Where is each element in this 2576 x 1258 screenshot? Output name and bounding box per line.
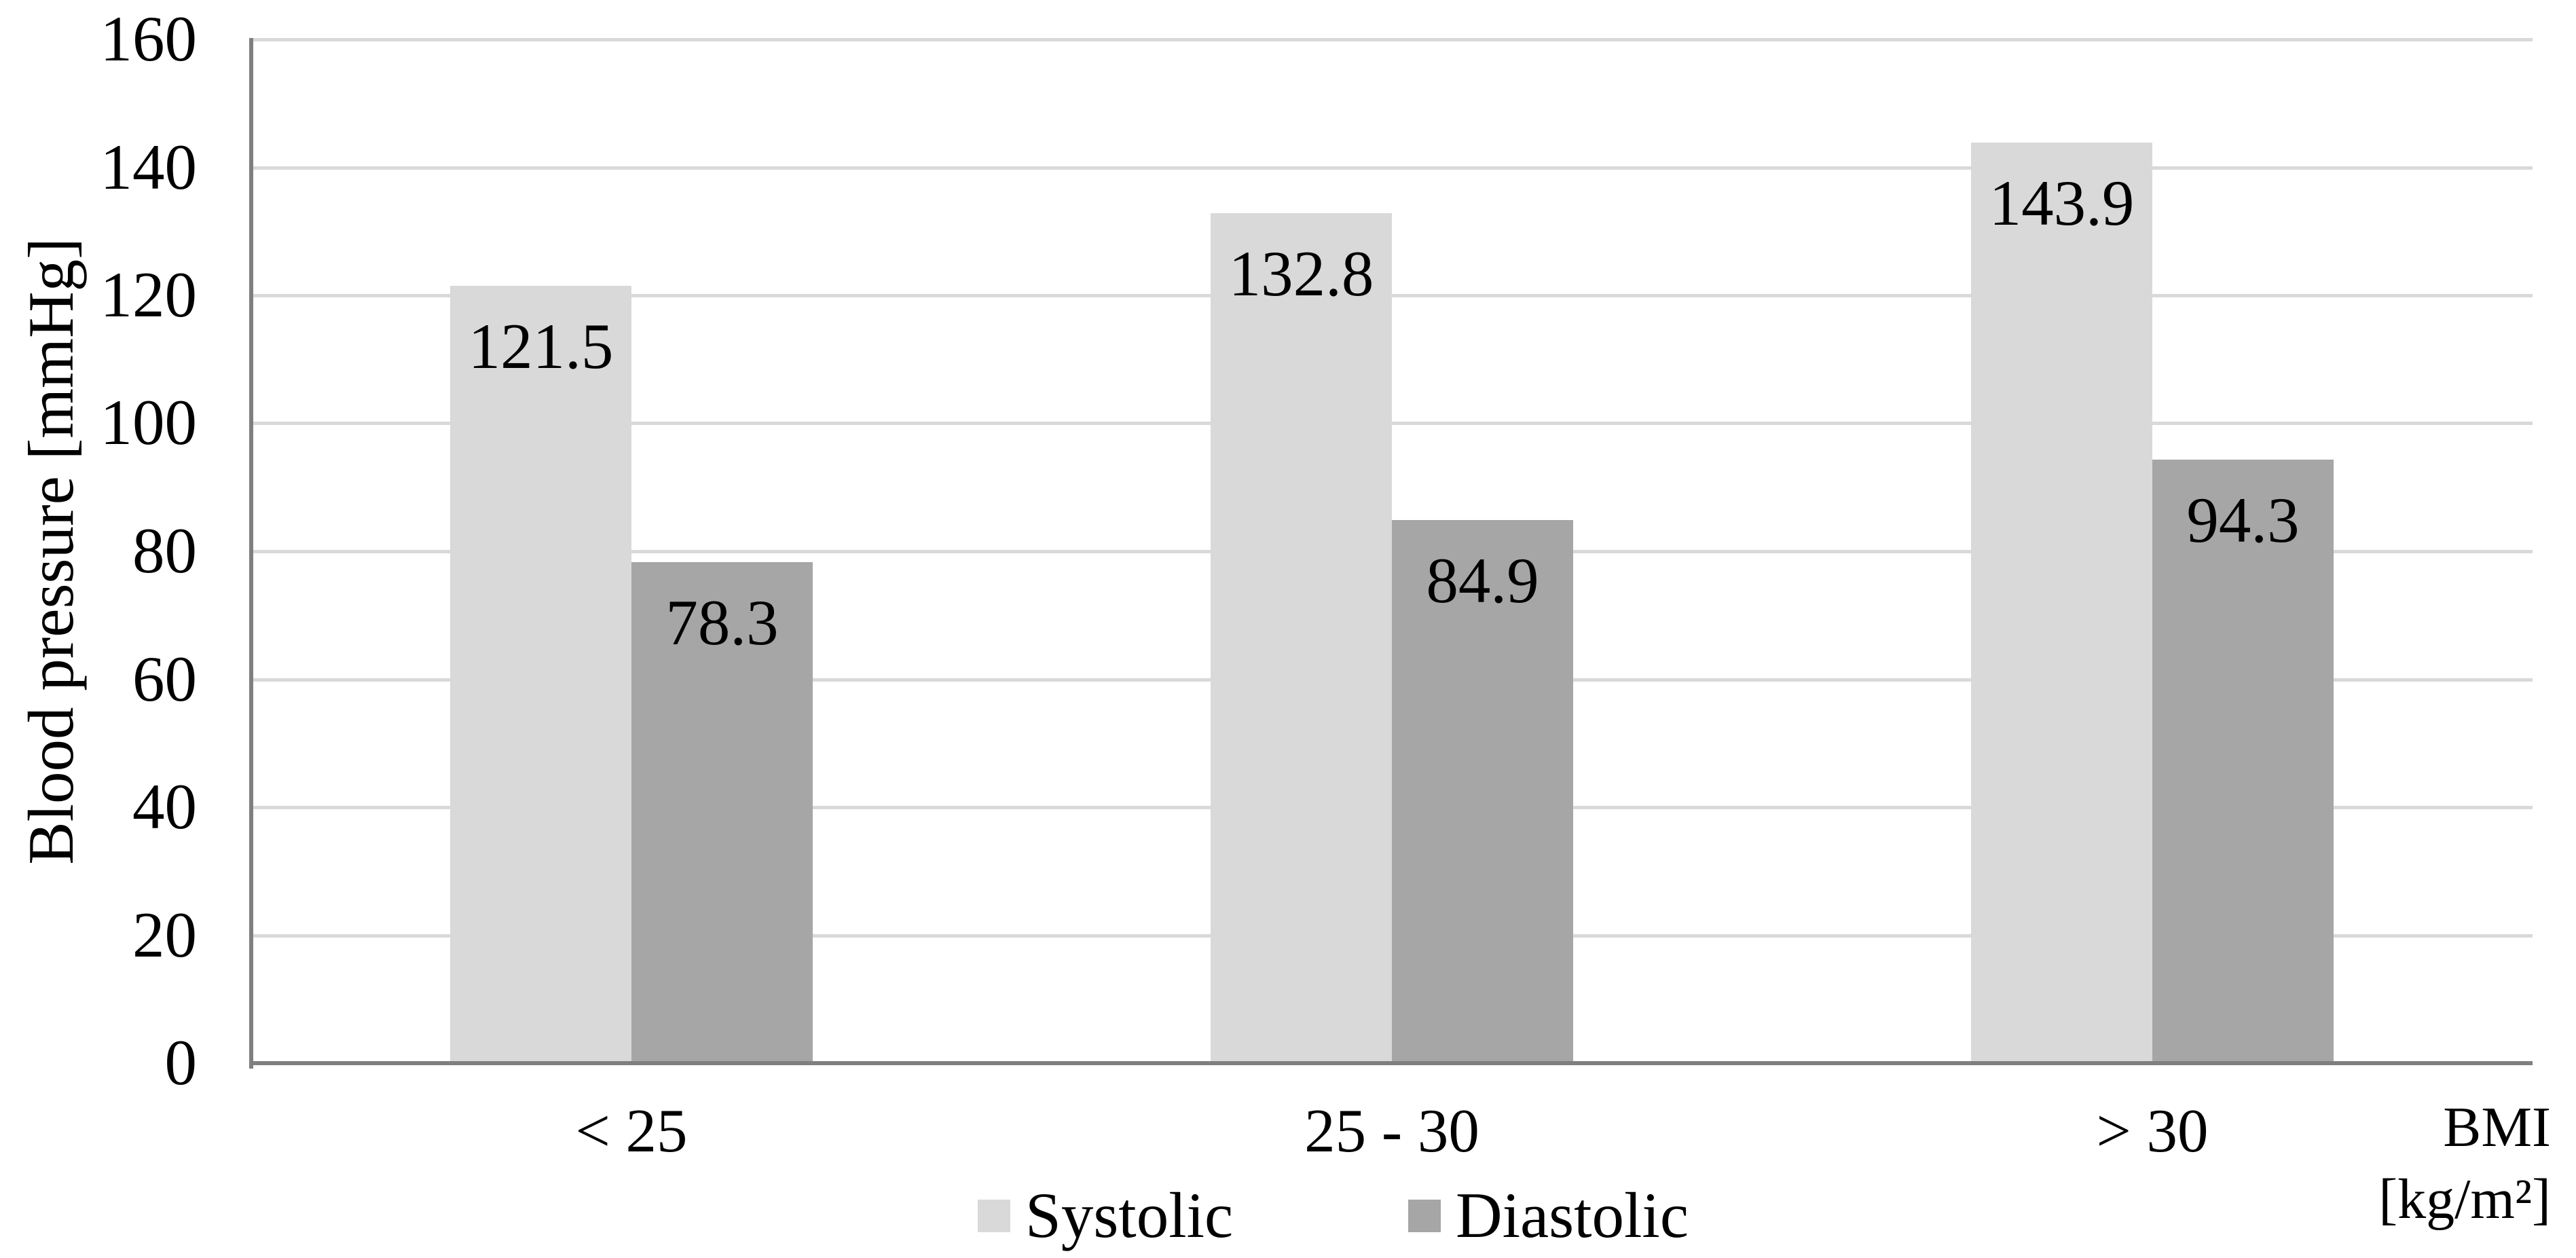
y-tick-label-80: 80 [132, 515, 197, 587]
y-axis-title: Blood pressure [mmHg] [15, 238, 87, 865]
legend-swatch-diastolic [1408, 1199, 1441, 1232]
y-tick-label-140: 140 [100, 131, 198, 203]
y-tick-label-0: 0 [164, 1026, 198, 1098]
x-axis-title-line-1: BMI [2443, 1096, 2551, 1159]
data-label-diastolic-2: 94.3 [2186, 484, 2300, 556]
bar-systolic-0 [450, 286, 631, 1061]
y-tick-label-20: 20 [132, 899, 197, 971]
data-label-systolic-2: 143.9 [1989, 167, 2135, 239]
y-gridline-100 [251, 422, 2533, 425]
x-category-label-2: > 30 [2096, 1096, 2209, 1165]
data-label-diastolic-1: 84.9 [1426, 544, 1539, 616]
y-tick-label-160: 160 [100, 3, 198, 75]
data-label-systolic-0: 121.5 [468, 310, 614, 382]
y-axis-line [249, 38, 253, 1069]
legend-swatch-systolic [978, 1199, 1010, 1232]
bar-systolic-1 [1211, 213, 1392, 1061]
bar-diastolic-2 [2152, 460, 2334, 1061]
y-tick-label-100: 100 [100, 386, 198, 458]
y-tick-label-40: 40 [132, 771, 197, 843]
x-axis-title-line-2: [kg/m²] [2378, 1168, 2551, 1231]
legend-item-systolic: Systolic [978, 1183, 1233, 1248]
legend-label-diastolic: Diastolic [1456, 1179, 1689, 1251]
bar-diastolic-0 [631, 562, 813, 1061]
legend-label-systolic: Systolic [1025, 1179, 1234, 1251]
x-category-label-1: 25 - 30 [1304, 1096, 1479, 1165]
y-gridline-120 [251, 294, 2533, 297]
x-axis-line [249, 1061, 2533, 1065]
bar-diastolic-1 [1392, 520, 1573, 1061]
data-label-diastolic-0: 78.3 [665, 587, 779, 659]
y-tick-label-120: 120 [100, 259, 198, 331]
legend-item-diastolic: Diastolic [1408, 1183, 1689, 1248]
y-tick-label-60: 60 [132, 643, 197, 715]
y-gridline-160 [251, 38, 2533, 41]
bar-systolic-2 [1971, 143, 2152, 1061]
x-axis-title: BMI [kg/m²] [2378, 1092, 2551, 1236]
y-gridline-140 [251, 166, 2533, 170]
x-category-label-0: < 25 [575, 1096, 688, 1165]
data-label-systolic-1: 132.8 [1228, 238, 1374, 310]
